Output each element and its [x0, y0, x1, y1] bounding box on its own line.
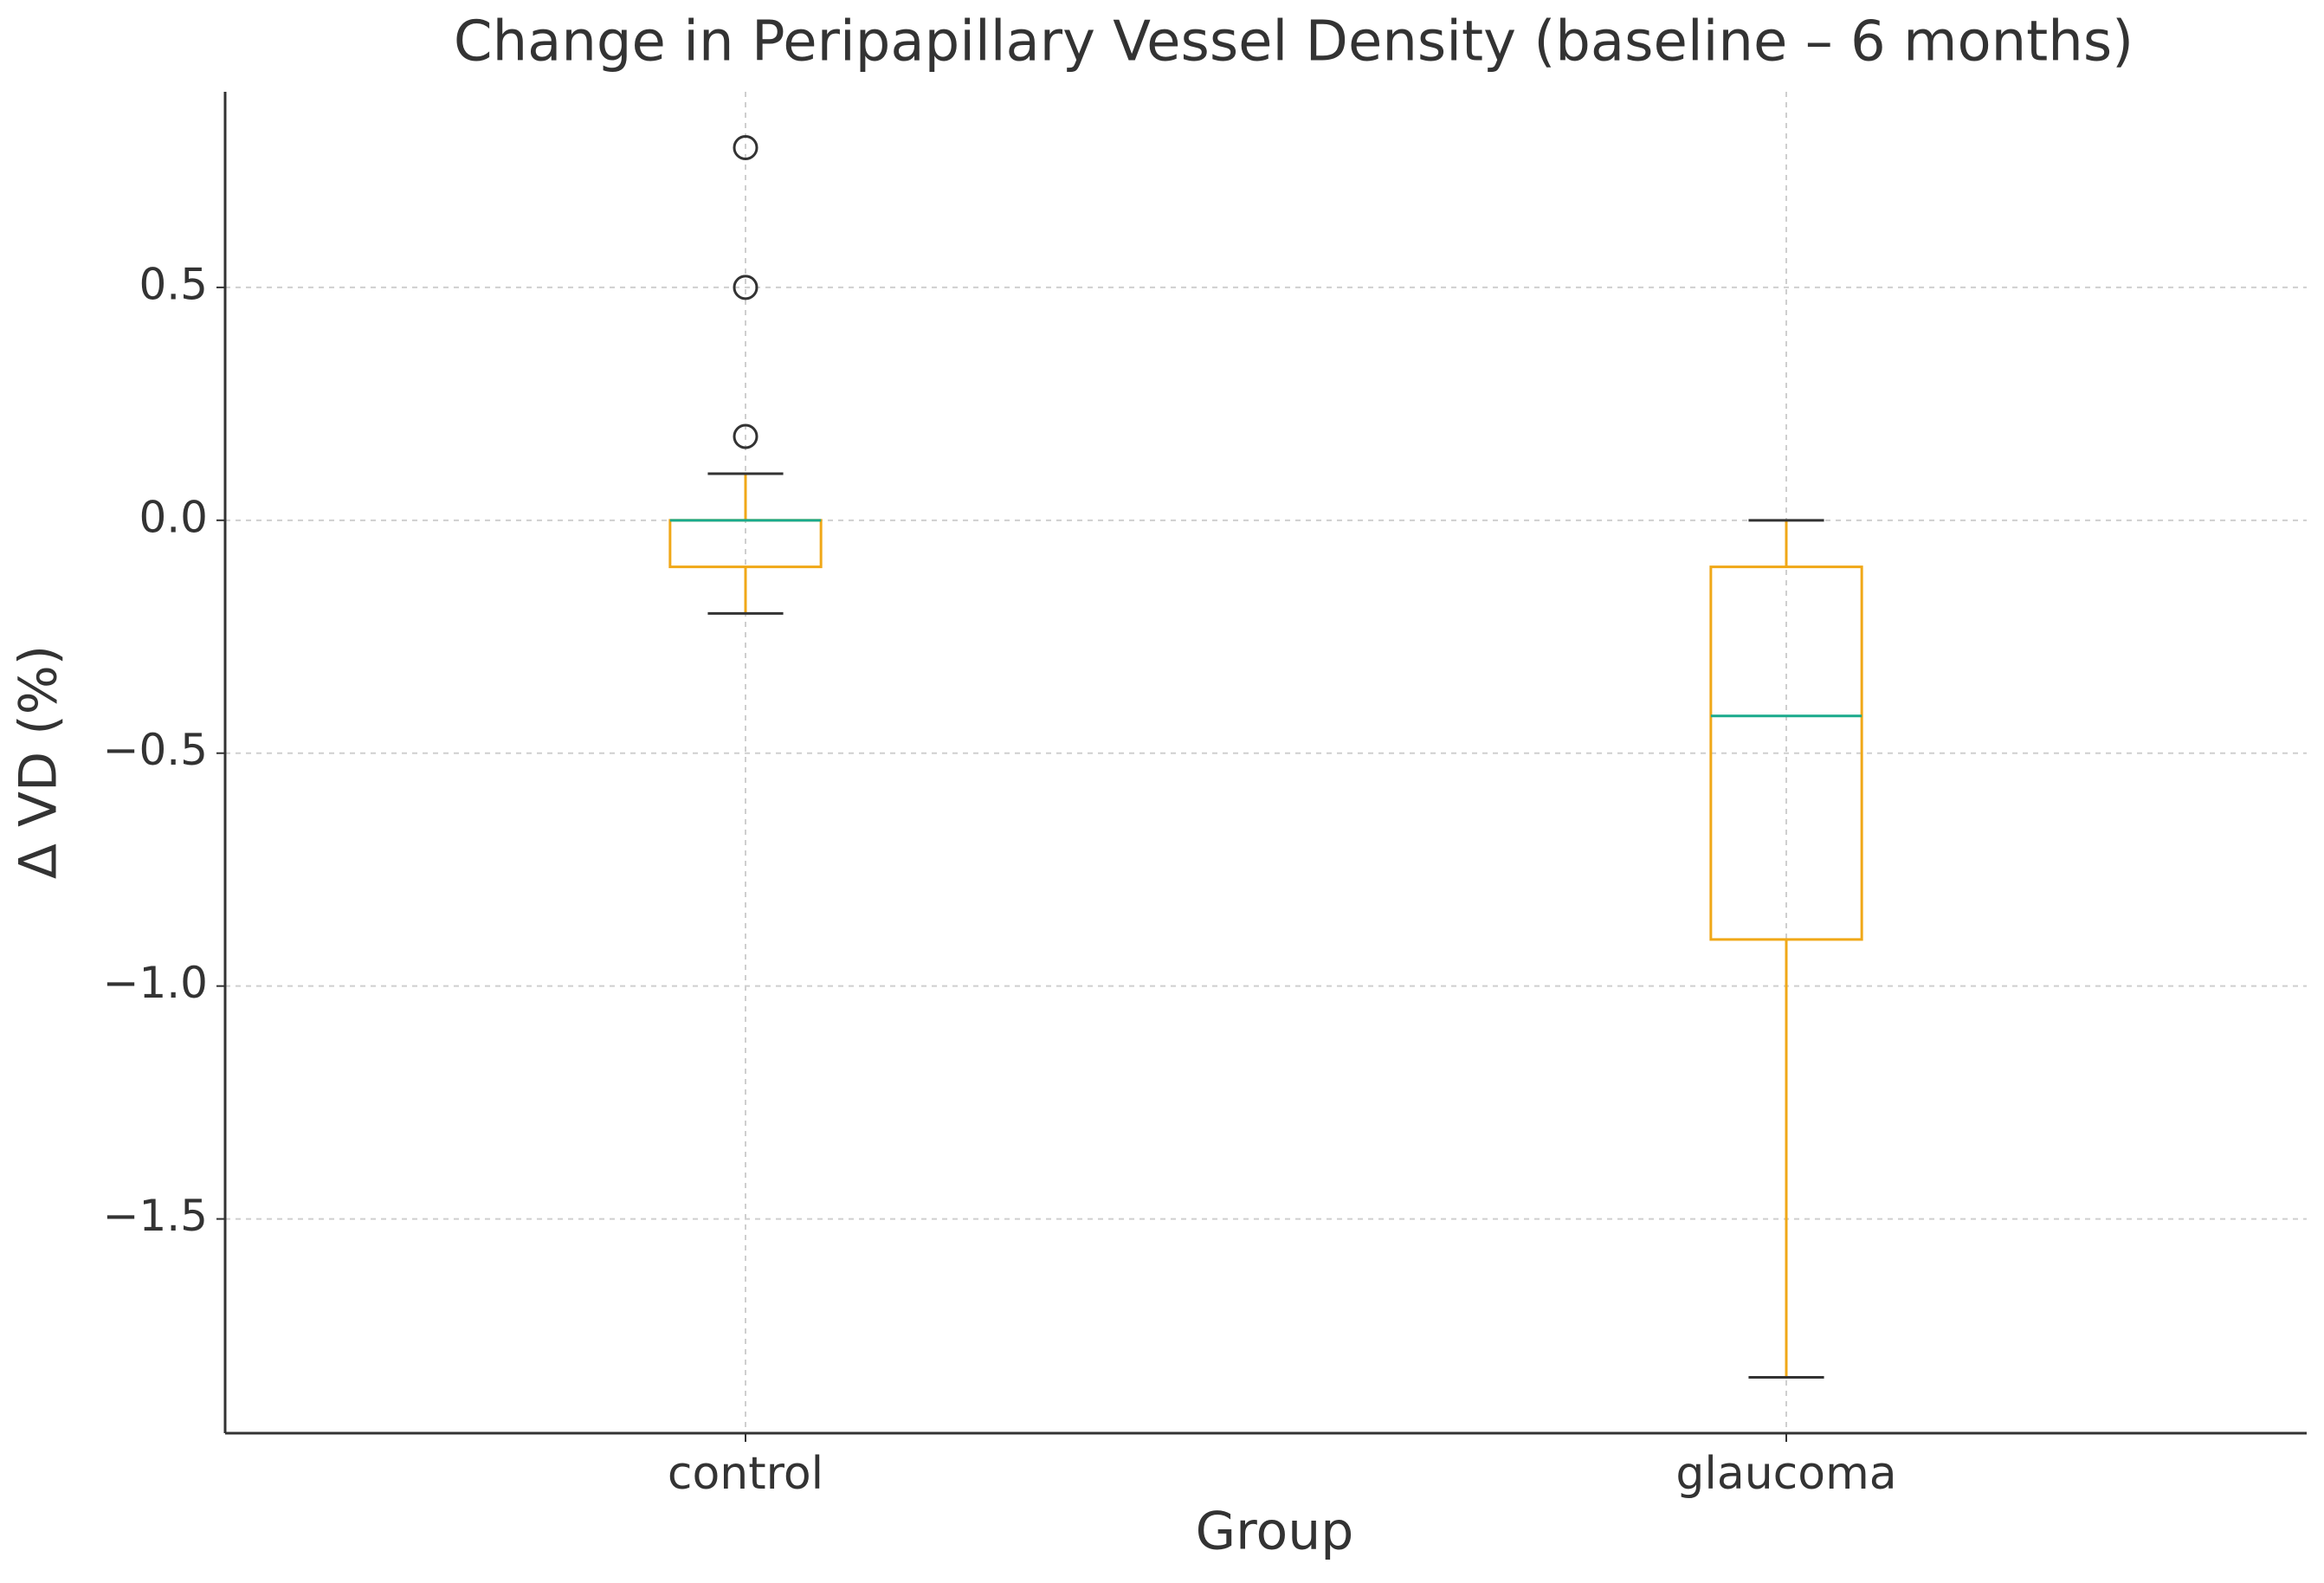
y-tick-label: −0.5 — [103, 725, 208, 775]
flier — [733, 423, 759, 449]
y-tick-label: −1.0 — [103, 958, 208, 1008]
chart-title: Change in Peripapillary Vessel Density (… — [454, 10, 2134, 74]
y-axis-label: Δ VD (%) — [9, 645, 69, 879]
flier — [733, 135, 759, 161]
box — [1709, 565, 1863, 941]
x-tick-label: control — [668, 1448, 823, 1500]
flier — [733, 275, 759, 300]
y-tick-label: −1.5 — [103, 1191, 208, 1241]
y-tick-label: 0.0 — [139, 492, 208, 542]
y-tick-label: 0.5 — [139, 259, 208, 309]
x-axis-label: Group — [1196, 1502, 1354, 1562]
x-tick-label: glaucoma — [1675, 1448, 1896, 1500]
